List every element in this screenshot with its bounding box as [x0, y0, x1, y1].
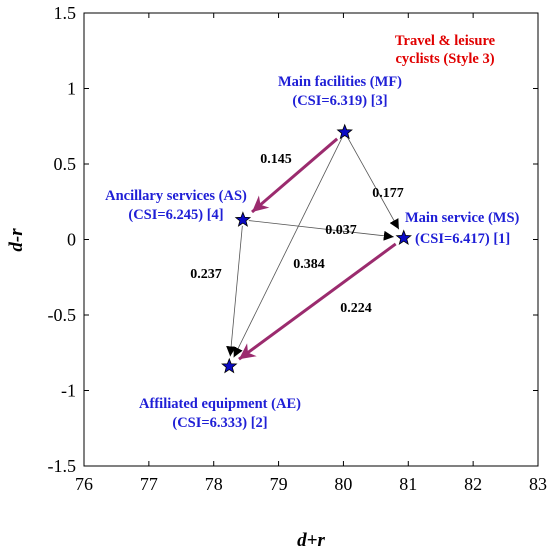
- y-tick-label-3: 0: [67, 230, 76, 250]
- arrow-label-mf-ms: 0.177: [372, 186, 404, 201]
- point-label-mf-name: Main facilities (MF): [278, 74, 402, 90]
- x-tick-label-2: 78: [205, 474, 223, 494]
- x-tick-label-7: 83: [529, 474, 547, 494]
- y-tick-label-1: 1: [67, 79, 76, 99]
- arrow-label-mf-ae: 0.384: [293, 257, 325, 272]
- point-labels: Main facilities (MF) (CSI=6.319) [3] Ancil…: [105, 74, 519, 431]
- arrows: [226, 137, 400, 361]
- point-label-ms-name: Main service (MS): [405, 210, 520, 226]
- y-axis-title: d-r: [6, 228, 27, 252]
- arrow-as-to-ms: [248, 220, 394, 241]
- x-tick-label-6: 82: [464, 474, 482, 494]
- arrow-as-to-ae: [226, 225, 243, 357]
- y-tick-label-5: -1: [61, 381, 76, 401]
- arrow-labels: 0.145 0.177 0.037 0.384 0.237 0.224: [190, 152, 404, 316]
- point-marker-as: [234, 211, 252, 227]
- x-tick-label-5: 81: [399, 474, 417, 494]
- point-label-mf-csi: (CSI=6.319) [3]: [292, 93, 387, 109]
- point-label-ms-csi: (CSI=6.417) [1]: [415, 231, 510, 247]
- point-marker-ae: [221, 357, 238, 374]
- arrow-label-ms-ae: 0.224: [340, 301, 372, 316]
- x-tick-label-4: 80: [334, 474, 352, 494]
- arrow-label-as-ae: 0.237: [190, 267, 222, 282]
- points: [221, 123, 412, 374]
- point-label-ae-csi: (CSI=6.333) [2]: [172, 415, 267, 431]
- y-tick-label-4: -0.5: [48, 305, 77, 325]
- point-label-ae-name: Affiliated equipment (AE): [139, 396, 301, 412]
- arrow-label-mf-as: 0.145: [260, 152, 292, 167]
- arrow-mf-to-ms: [347, 137, 400, 230]
- x-tick-label-0: 76: [75, 474, 93, 494]
- point-label-as-name: Ancillary services (AS): [105, 188, 247, 204]
- point-marker-mf: [336, 123, 353, 140]
- x-tick-label-3: 79: [270, 474, 288, 494]
- x-tick-label-1: 77: [140, 474, 158, 494]
- y-tick-label-2: 0.5: [54, 154, 77, 174]
- point-label-as-csi: (CSI=6.245) [4]: [128, 207, 223, 223]
- annotation-line-1: Travel & leisure: [395, 33, 496, 49]
- x-axis-title: d+r: [297, 530, 325, 550]
- point-marker-ms: [395, 229, 412, 245]
- arrow-ms-to-ae: [238, 242, 397, 361]
- y-tick-label-0: 1.5: [54, 3, 77, 23]
- annotation-line-2: cyclists (Style 3): [395, 51, 494, 67]
- arrow-mf-to-as: [251, 137, 339, 214]
- arrow-label-as-ms: 0.037: [325, 223, 357, 238]
- axis-ticks: 76 77 78 79 80 81 82 83 1.5 1 0.5 0 -0.5 -1 -1.5: [48, 3, 548, 494]
- arrow-mf-to-ae: [233, 137, 343, 358]
- y-tick-label-6: -1.5: [48, 456, 77, 476]
